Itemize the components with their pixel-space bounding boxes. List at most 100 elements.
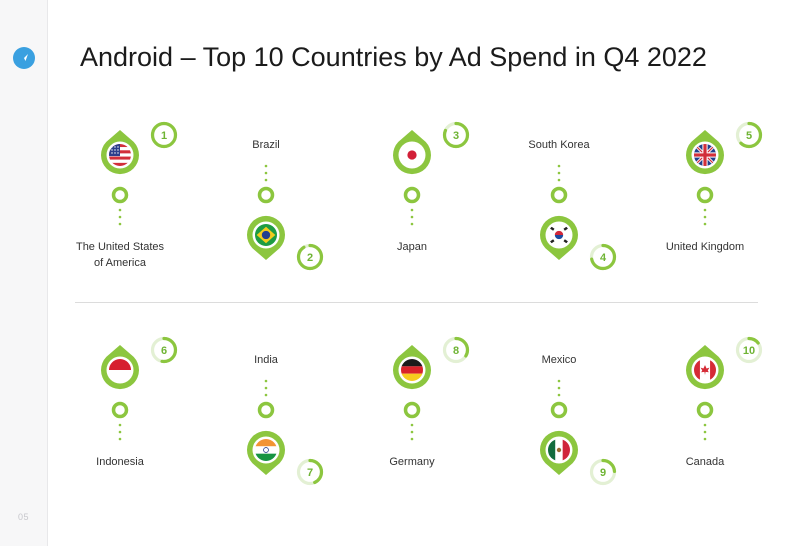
connector-dot [264, 164, 268, 168]
connector-dot [118, 222, 122, 226]
country-label: Mexico [494, 352, 624, 368]
connector-dot [264, 178, 268, 182]
country-name: Indonesia [96, 456, 144, 468]
country-name: Canada [685, 456, 725, 468]
connector-dot [118, 208, 122, 212]
country-name: Mexico [541, 354, 577, 366]
connector-dot [703, 423, 707, 427]
connector-dot [703, 222, 707, 226]
connector-dot [264, 393, 268, 397]
rank-number: 10 [743, 345, 755, 357]
timeline-node [550, 186, 568, 204]
country-label: United Kingdom [640, 239, 770, 255]
location-pin-icon [247, 430, 285, 475]
connector-dot [264, 171, 268, 175]
country-label: Indonesia [55, 454, 185, 470]
location-pin-icon [247, 215, 285, 260]
south-korea-flag-icon [548, 224, 570, 246]
connector-dot [410, 423, 414, 427]
connector-dot [410, 437, 414, 441]
rank-number: 6 [161, 345, 167, 357]
location-pin-icon [393, 130, 431, 175]
connector-dot [410, 222, 414, 226]
rank-number: 4 [600, 252, 607, 264]
connector-dot [557, 164, 561, 168]
location-pin-icon [540, 430, 578, 475]
compass-logo-icon [13, 47, 35, 69]
connector-dot [557, 386, 561, 390]
rank-number: 3 [453, 130, 459, 142]
rank-badge: 5 [735, 121, 763, 149]
country-label: India [201, 352, 331, 368]
mexico-flag-icon [548, 439, 570, 461]
brazil-flag-icon [255, 224, 277, 246]
location-pin-icon [101, 345, 139, 390]
location-pin-icon [101, 130, 139, 175]
rank-badge: 9 [589, 458, 617, 486]
timeline-node [550, 401, 568, 419]
connector-dot [264, 386, 268, 390]
connector-dot [703, 215, 707, 219]
country-name: India [254, 354, 278, 366]
country-name-line2: of America [94, 257, 146, 269]
connector-dot [703, 208, 707, 212]
timeline-node [403, 186, 421, 204]
country-label: South Korea [494, 137, 624, 153]
rank-badge: 1 [150, 121, 178, 149]
rank-number: 8 [453, 345, 459, 357]
timeline-node [111, 186, 129, 204]
location-pin-icon [686, 345, 724, 390]
rank-badge: 2 [296, 243, 324, 271]
uk-flag-icon [694, 144, 716, 166]
rank-badge: 10 [735, 336, 763, 364]
page-title: Android – Top 10 Countries by Ad Spend i… [80, 42, 707, 72]
rank-badge: 7 [296, 458, 324, 486]
timeline-node [257, 401, 275, 419]
connector-dot [703, 430, 707, 434]
country-label: The United States of America [55, 239, 185, 271]
country-name: United Kingdom [665, 241, 745, 253]
location-pin-icon [686, 130, 724, 175]
timeline-node [403, 401, 421, 419]
country-name: The United States [75, 241, 165, 253]
rank-number: 2 [307, 252, 313, 264]
country-label: Germany [347, 454, 477, 470]
location-pin-icon [393, 345, 431, 390]
country-label: Canada [640, 454, 770, 470]
country-name: Brazil [252, 139, 280, 151]
rank-badge: 3 [442, 121, 470, 149]
country-label: Brazil [201, 137, 331, 153]
row-divider [75, 302, 758, 303]
page-number: 05 [17, 512, 29, 522]
connector-dot [410, 430, 414, 434]
timeline-node [696, 401, 714, 419]
canada-flag-icon [694, 359, 716, 381]
connector-dot [118, 423, 122, 427]
connector-dot [118, 215, 122, 219]
india-flag-icon [255, 439, 277, 461]
rank-number: 9 [600, 467, 606, 479]
rank-badge: 4 [589, 243, 617, 271]
timeline-node [257, 186, 275, 204]
connector-dot [557, 393, 561, 397]
connector-dot [557, 178, 561, 182]
country-name: Japan [397, 241, 427, 253]
connector-dot [118, 437, 122, 441]
indonesia-flag-icon [109, 359, 131, 381]
rank-badge: 6 [150, 336, 178, 364]
country-name: South Korea [528, 139, 590, 151]
rank-number: 7 [307, 467, 313, 479]
country-label: Japan [347, 239, 477, 255]
timeline-node [111, 401, 129, 419]
japan-flag-icon [401, 144, 423, 166]
sidebar: 05 [0, 0, 48, 546]
rank-number: 5 [746, 130, 752, 142]
connector-dot [410, 208, 414, 212]
connector-dot [118, 430, 122, 434]
location-pin-icon [540, 215, 578, 260]
us-flag-icon [109, 144, 131, 166]
rank-badge: 8 [442, 336, 470, 364]
country-name: Germany [389, 456, 435, 468]
connector-dot [703, 437, 707, 441]
connector-dot [557, 171, 561, 175]
